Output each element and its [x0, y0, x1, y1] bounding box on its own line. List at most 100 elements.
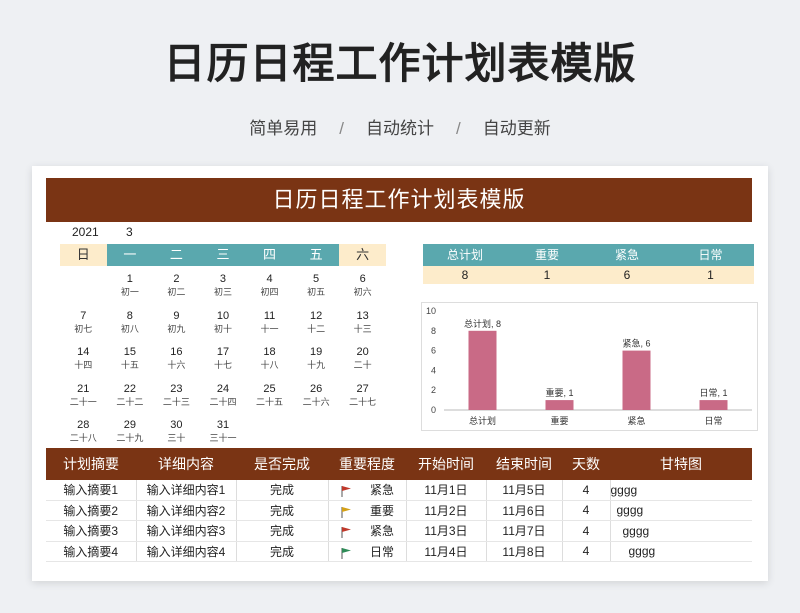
lunar-date: 十六	[167, 360, 186, 370]
calendar-day-cell[interactable]: 26 二十六	[293, 380, 340, 417]
calendar-day-cell[interactable]: 17 十七	[200, 343, 247, 380]
lunar-date: 十二	[307, 323, 326, 334]
calendar-day-cell[interactable]: 12 十二	[293, 307, 340, 344]
lunar-date: 初六	[353, 287, 372, 297]
calendar-week-row: 14 十四 15 十五 16 十六 17 十七 18 十八 19 十九 20 二十	[60, 343, 386, 380]
calendar-week-row: 21 二十一 22 二十二 23 二十三 24 二十四 25 二十五 26 二十六 27 二十七	[60, 380, 386, 417]
calendar-day-cell[interactable]: 21 二十一	[60, 380, 107, 417]
end-cell[interactable]: 11月8日	[485, 541, 562, 562]
summary-cell[interactable]: 输入摘要1	[46, 480, 136, 501]
y-tick-label: 8	[431, 326, 436, 336]
summary-cell[interactable]: 输入摘要3	[46, 520, 136, 542]
days-cell[interactable]: 4	[561, 520, 610, 542]
data-label: 重要, 1	[545, 387, 573, 398]
start-cell[interactable]: 11月2日	[405, 500, 486, 521]
summary-cell[interactable]: 输入摘要2	[46, 500, 136, 521]
level-text: 紧急	[369, 483, 394, 498]
level-cell[interactable]: 紧急	[327, 480, 406, 501]
days-cell[interactable]: 4	[561, 480, 610, 501]
detail-cell[interactable]: 输入详细内容4	[135, 541, 236, 562]
gantt-cell[interactable]: gggg	[609, 480, 752, 501]
day-number: 1	[126, 273, 133, 285]
detail-cell[interactable]: 输入详细内容1	[135, 480, 236, 501]
flag-icon	[341, 527, 351, 539]
day-number: 18	[263, 346, 276, 358]
data-label: 日常, 1	[699, 387, 727, 398]
calendar-day-cell[interactable]	[60, 270, 107, 307]
gantt-bar: gggg	[610, 482, 638, 497]
calendar-day-cell[interactable]: 22 二十二	[107, 380, 154, 417]
month-cell[interactable]: 3	[126, 225, 133, 239]
day-number: 6	[359, 273, 366, 285]
calendar-day-cell[interactable]: 3 初三	[200, 270, 247, 307]
start-cell[interactable]: 11月4日	[405, 541, 486, 562]
calendar-day-cell[interactable]: 19 十九	[293, 343, 340, 380]
days-cell[interactable]: 4	[561, 500, 610, 521]
level-cell[interactable]: 紧急	[327, 520, 406, 542]
calendar-day-cell[interactable]: 6 初六	[339, 270, 386, 307]
calendar-day-cell[interactable]: 14 十四	[60, 343, 107, 380]
start-cell[interactable]: 11月1日	[405, 480, 486, 501]
calendar-day-cell[interactable]: 18 十八	[246, 343, 293, 380]
gantt-cell[interactable]: gggg	[609, 541, 752, 562]
day-number: 30	[170, 419, 183, 431]
calendar-day-cell[interactable]: 10 初十	[200, 307, 247, 344]
calendar-day-cell[interactable]: 28 二十八	[60, 416, 107, 453]
gantt-bar: gggg	[622, 523, 650, 538]
calendar-day-cell[interactable]: 8 初八	[107, 307, 154, 344]
start-cell[interactable]: 11月3日	[405, 520, 486, 542]
done-cell[interactable]: 完成	[235, 541, 328, 562]
gantt-cell[interactable]: gggg	[609, 500, 752, 521]
day-number: 24	[216, 382, 230, 395]
table-header-cell: 重要程度	[328, 448, 406, 480]
end-cell[interactable]: 11月5日	[485, 480, 562, 501]
calendar-day-cell[interactable]: 23 二十三	[153, 380, 200, 417]
day-number: 8	[126, 309, 133, 322]
lunar-date: 二十八	[69, 433, 97, 443]
bar	[468, 330, 497, 410]
gantt-cell[interactable]: gggg	[609, 520, 752, 542]
level-cell[interactable]: 重要	[327, 500, 406, 521]
calendar-day-cell[interactable]: 7 初七	[60, 307, 107, 344]
subtitle-item: 自动更新	[482, 119, 551, 138]
calendar-day-cell[interactable]: 25 二十五	[246, 380, 293, 417]
done-cell[interactable]: 完成	[235, 480, 328, 501]
lunar-date: 初七	[74, 323, 93, 334]
calendar-day-cell[interactable]: 1 初一	[107, 270, 154, 307]
calendar-day-cell[interactable]: 5 初五	[293, 270, 340, 307]
level-cell[interactable]: 日常	[327, 541, 406, 562]
day-number: 16	[170, 346, 183, 358]
subtitle-item: 自动统计	[366, 119, 434, 138]
calendar-day-cell[interactable]: 31 三十一	[200, 416, 247, 453]
calendar-day-cell[interactable]: 16 十六	[153, 343, 200, 380]
calendar-day-cell[interactable]: 30 三十	[153, 416, 200, 453]
lunar-date: 二十九	[116, 433, 144, 443]
summary-cell[interactable]: 输入摘要4	[46, 541, 136, 562]
calendar-day-cell[interactable]: 2 初二	[153, 270, 200, 307]
calendar-day-cell[interactable]: 27 二十七	[339, 380, 386, 417]
calendar-day-cell[interactable]: 13 十三	[339, 307, 386, 344]
detail-cell[interactable]: 输入详细内容2	[135, 500, 236, 521]
calendar-day-cell[interactable]: 20 二十	[339, 343, 386, 380]
table-header-cell: 结束时间	[486, 448, 562, 480]
lunar-date: 二十三	[162, 396, 190, 407]
days-cell[interactable]: 4	[561, 541, 610, 562]
calendar-day-cell[interactable]: 24 二十四	[200, 380, 247, 417]
calendar-day-cell[interactable]: 29 二十九	[107, 416, 154, 453]
x-tick-label: 日常	[704, 415, 722, 426]
summary-chart: 0 2 4 6 8 10 总计划, 8 总计划 重要, 1 重要 紧急, 6 紧急 日常, 1 日常	[421, 302, 758, 431]
calendar-day-cell[interactable]: 4 初四	[246, 270, 293, 307]
table-header-row: 计划摘要 详细内容 是否完成 重要程度 开始时间 结束时间 天数 甘特图	[46, 448, 752, 480]
day-number: 5	[313, 273, 320, 285]
done-cell[interactable]: 完成	[235, 520, 328, 542]
day-number: 7	[80, 309, 87, 322]
detail-cell[interactable]: 输入详细内容3	[135, 520, 236, 542]
done-cell[interactable]: 完成	[235, 500, 328, 521]
calendar-day-cell[interactable]: 15 十五	[107, 343, 154, 380]
day-number: 10	[216, 309, 230, 322]
end-cell[interactable]: 11月6日	[485, 500, 562, 521]
calendar-day-cell[interactable]: 11 十一	[246, 307, 293, 344]
year-cell[interactable]: 2021	[72, 225, 99, 239]
calendar-day-cell[interactable]: 9 初九	[153, 307, 200, 344]
end-cell[interactable]: 11月7日	[485, 520, 562, 542]
